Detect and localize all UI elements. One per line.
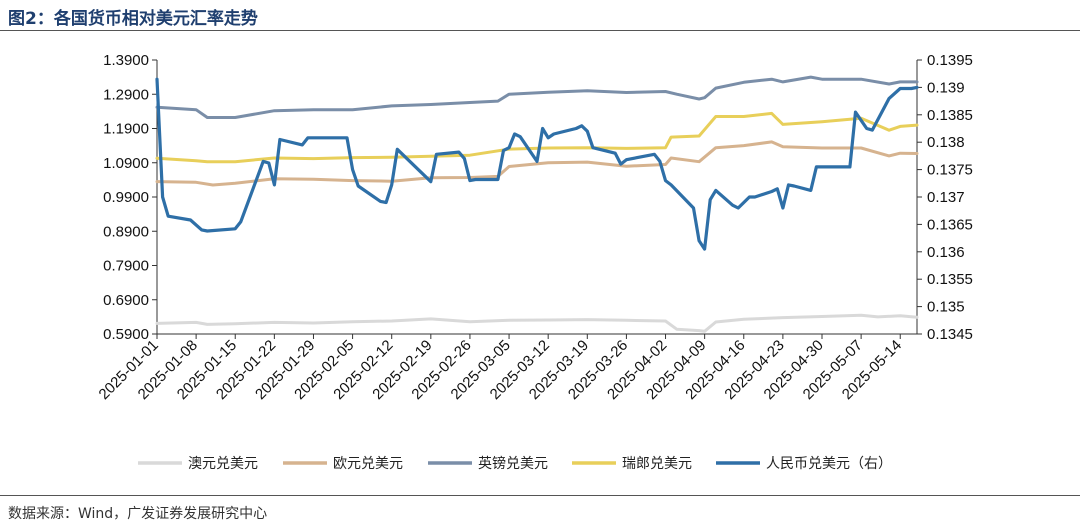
series-line-1 (155, 313, 919, 333)
series-line-2 (155, 140, 919, 187)
top-divider (0, 30, 1080, 31)
series-line-5 (155, 77, 919, 251)
y-left-tick-label: 1.1900 (103, 121, 149, 138)
legend-label-1: 澳元兑美元 (188, 456, 258, 472)
y-left-tick-label: 1.0900 (103, 155, 149, 172)
y-left-tick-label: 0.6900 (103, 292, 149, 309)
y-left-tick-label: 0.8900 (103, 223, 149, 240)
y-right-tick-label: 0.138 (927, 134, 965, 151)
axes: 1.3900 1.2900 1.1900 1.0900 0.9900 0.8900 0.79… (96, 52, 973, 403)
series-lines (155, 75, 919, 333)
y-left-tick-label: 0.7900 (103, 258, 149, 275)
legend-label-3: 英镑兑美元 (478, 455, 548, 472)
legend-label-5: 人民币兑美元（右） (766, 456, 892, 472)
y-right-tick-label: 0.1345 (927, 326, 973, 343)
bottom-divider (0, 495, 1080, 496)
y-right-tick-label: 0.1385 (927, 107, 973, 124)
legend-label-2: 欧元兑美元 (333, 456, 403, 472)
y-right-tick-label: 0.1375 (927, 162, 973, 179)
y-right-tick-label: 0.1355 (927, 271, 973, 288)
y-left-tick-label: 0.5900 (103, 326, 149, 343)
source-note: 数据来源：Wind，广发证券发展研究中心 (8, 506, 268, 522)
y-right-tick-label: 0.136 (927, 244, 965, 261)
legend: 澳元兑美元 欧元兑美元 英镑兑美元 瑞郎兑美元 人民币兑美元（右） (138, 455, 892, 472)
series-line-4 (155, 111, 919, 164)
y-left-tick-label: 0.9900 (103, 189, 149, 206)
chart-title: 图2：各国货币相对美元汇率走势 (8, 9, 258, 29)
y-right-tick-label: 0.135 (927, 299, 965, 316)
y-right-tick-label: 0.1365 (927, 216, 973, 233)
y-right-tick-label: 0.139 (927, 79, 965, 96)
legend-label-4: 瑞郎兑美元 (622, 456, 692, 472)
y-right-tick-label: 0.137 (927, 189, 965, 206)
y-left-tick-label: 1.3900 (103, 52, 149, 69)
y-right-tick-label: 0.1395 (927, 52, 973, 69)
series-line-3 (155, 75, 919, 119)
y-left-tick-label: 1.2900 (103, 86, 149, 103)
